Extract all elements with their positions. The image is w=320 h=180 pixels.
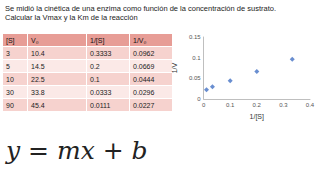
html-text:45.4: 45.4 (31, 101, 45, 109)
svg-text:0: 0 (202, 102, 206, 108)
svg-text:0: 0 (197, 96, 201, 102)
html-text:33.8: 33.8 (31, 88, 45, 96)
html-text:1/V₀: 1/V₀ (133, 36, 147, 44)
html-text:Se midió la cinética de una en: Se midió la cinética de una enzima como … (5, 4, 276, 22)
svg-text:0.05: 0.05 (189, 75, 201, 81)
html-text:1/[S]: 1/[S] (90, 36, 105, 44)
html-text:22.5: 22.5 (31, 75, 45, 83)
html-text:30: 30 (6, 88, 14, 96)
svg-text:0.4: 0.4 (306, 102, 315, 108)
html-text:3: 3 (6, 49, 10, 57)
html-text:0.0296: 0.0296 (133, 88, 155, 96)
svg-text:0.3: 0.3 (279, 102, 288, 108)
svg-text:1/[S]: 1/[S] (250, 113, 264, 121)
html-text:10: 10 (6, 75, 14, 83)
html-text:0.3333: 0.3333 (90, 49, 112, 57)
html-text:0.0444: 0.0444 (133, 75, 155, 83)
html-text:14.5: 14.5 (31, 62, 45, 70)
html-text:0.0111: 0.0111 (90, 101, 111, 109)
html-text:0.0227: 0.0227 (133, 101, 155, 109)
html-text:0.0962: 0.0962 (133, 49, 155, 57)
svg-text:0.1: 0.1 (192, 55, 201, 61)
html-text:[S]: [S] (6, 36, 15, 44)
html-text:90: 90 (6, 101, 14, 109)
html-text:0.0333: 0.0333 (90, 88, 112, 96)
svg-text:1/V: 1/V (171, 62, 178, 73)
html-text:V₀: V₀ (31, 36, 39, 44)
svg-text:0.1: 0.1 (226, 102, 235, 108)
html-text:0.1: 0.1 (90, 75, 100, 83)
html-text:5: 5 (6, 62, 10, 70)
svg-text:0.2: 0.2 (253, 102, 262, 108)
html-text:y = mx + b: y = mx + b (6, 136, 148, 165)
html-text:0.2: 0.2 (90, 62, 100, 70)
html-text:0.0669: 0.0669 (133, 62, 155, 70)
svg-text:0.15: 0.15 (189, 34, 201, 40)
html-text:10.4: 10.4 (31, 49, 45, 57)
